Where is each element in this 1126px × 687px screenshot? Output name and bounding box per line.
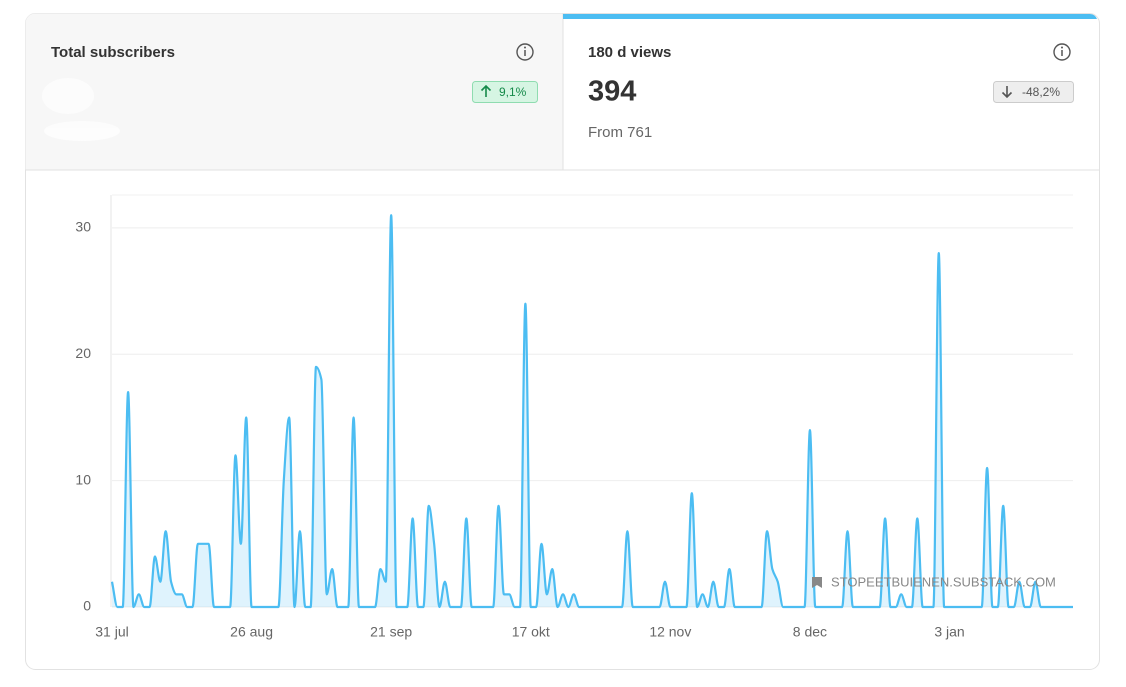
card-note: From 761	[588, 124, 652, 141]
y-tick-label: 0	[83, 598, 91, 614]
x-tick-label: 21 sep	[370, 624, 412, 640]
x-tick-label: 26 aug	[230, 624, 273, 640]
area	[112, 215, 1073, 607]
y-tick-label: 10	[75, 471, 91, 487]
change-badge	[993, 81, 1074, 103]
info-icon[interactable]	[516, 43, 534, 61]
change-text: 9,1%	[499, 85, 527, 99]
x-tick-label: 31 jul	[95, 624, 128, 640]
card-title: Total subscribers	[51, 44, 175, 61]
card-title: 180 d views	[588, 44, 671, 61]
change-text: -48,2%	[1022, 85, 1060, 99]
x-tick-label: 12 nov	[649, 624, 691, 640]
x-tick-label: 3 jan	[934, 624, 964, 640]
change-badge	[472, 81, 538, 103]
y-tick-label: 30	[75, 219, 91, 235]
y-tick-label: 20	[75, 345, 91, 361]
info-icon[interactable]	[1053, 43, 1071, 61]
x-tick-label: 17 okt	[512, 624, 550, 640]
arrow-down	[1001, 86, 1013, 99]
watermark-text: STOPEETBUIENEN.SUBSTACK.COM	[831, 574, 1056, 589]
line	[110, 214, 1073, 609]
card-value: 394	[588, 76, 636, 108]
watermark	[812, 577, 822, 588]
x-tick-label: 8 dec	[793, 624, 827, 640]
active-indicator	[563, 14, 1097, 19]
blurred-value	[42, 78, 120, 141]
arrow-up	[480, 84, 492, 97]
tab-inactive[interactable]	[25, 13, 564, 171]
